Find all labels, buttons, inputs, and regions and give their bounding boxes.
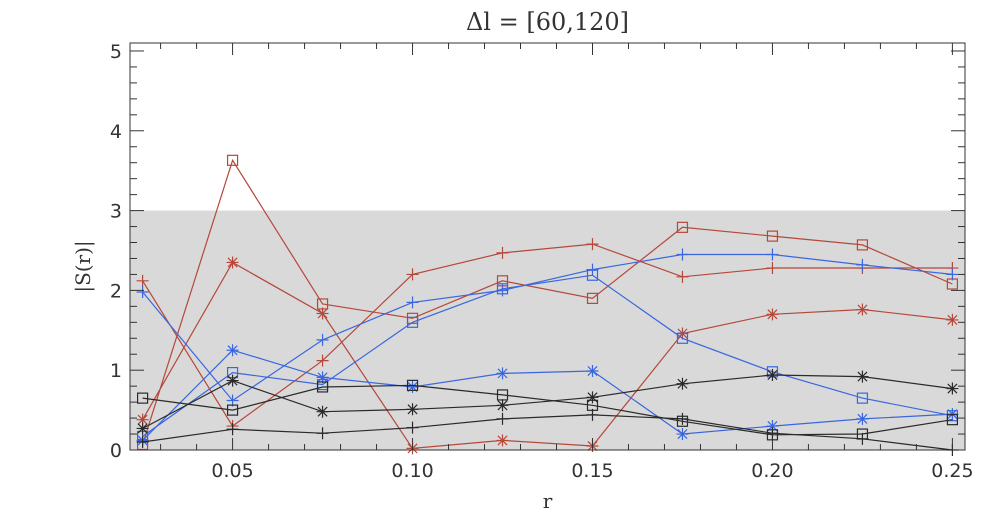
data-point-asterisk: [316, 307, 329, 320]
data-point-square: [946, 414, 959, 426]
data-point-plus: [856, 258, 869, 271]
data-point-square: [316, 381, 329, 393]
data-point-plus: [946, 268, 959, 281]
data-point-plus: [406, 421, 419, 434]
x-tick-label: 0.05: [211, 460, 253, 482]
data-point-asterisk: [406, 380, 419, 393]
data-point-plus: [316, 354, 329, 367]
data-point-square: [226, 154, 239, 166]
data-point-asterisk: [226, 256, 239, 269]
y-tick-label: 1: [110, 360, 122, 382]
series-line: [142, 158, 953, 445]
data-point-asterisk: [316, 371, 329, 384]
data-point-asterisk: [226, 344, 239, 357]
data-point-plus: [136, 274, 149, 287]
data-point-square: [676, 221, 689, 233]
data-point-plus: [316, 333, 329, 346]
data-point-square: [406, 379, 419, 391]
y-tick-label: 4: [110, 121, 122, 143]
data-point-asterisk: [946, 382, 959, 395]
data-point-square: [856, 392, 869, 404]
shaded-band: [130, 210, 965, 450]
plot-frame: [129, 42, 966, 451]
data-point-plus: [766, 248, 779, 261]
y-tick-label: 5: [110, 41, 122, 63]
data-point-asterisk: [496, 367, 509, 380]
x-axis-title: r: [543, 489, 553, 513]
x-tick-label: 0.15: [571, 460, 613, 482]
x-tick-label: 0.25: [931, 460, 973, 482]
data-point-asterisk: [586, 364, 599, 377]
data-point-square: [226, 404, 239, 416]
data-point-asterisk: [946, 313, 959, 326]
series-line: [142, 374, 953, 430]
series-line: [142, 243, 953, 427]
data-point-asterisk: [856, 412, 869, 425]
data-point-plus: [676, 412, 689, 425]
data-point-plus: [136, 436, 149, 449]
x-tick-label: 0.20: [751, 460, 793, 482]
data-point-asterisk: [766, 368, 779, 381]
data-point-asterisk: [226, 374, 239, 387]
series-8: [136, 379, 959, 441]
data-point-plus: [496, 246, 509, 259]
data-point-plus: [676, 270, 689, 283]
data-point-plus: [676, 248, 689, 261]
series-9: [136, 368, 959, 435]
data-point-asterisk: [496, 399, 509, 412]
data-point-square: [586, 269, 599, 281]
y-tick-label: 2: [110, 280, 122, 302]
data-point-asterisk: [856, 303, 869, 316]
data-point-square: [676, 332, 689, 344]
data-point-plus: [766, 262, 779, 275]
data-point-asterisk: [136, 422, 149, 435]
data-point-plus: [226, 423, 239, 436]
ticks-layer: 0.05 0.10 0.15 0.20 0.25 0 1 2 3 4 5: [110, 41, 974, 482]
shaded-band-layer: [130, 210, 965, 450]
data-point-plus: [136, 285, 149, 298]
data-point-asterisk: [496, 434, 509, 447]
data-point-asterisk: [766, 308, 779, 321]
data-point-square: [496, 283, 509, 295]
chart-title: Δl = [60,120]: [466, 8, 629, 36]
series-line: [142, 414, 953, 451]
series-line: [142, 349, 953, 441]
data-point-asterisk: [136, 413, 149, 426]
data-point-square: [406, 316, 419, 328]
data-point-plus: [586, 238, 599, 251]
data-point-asterisk: [586, 391, 599, 404]
data-point-asterisk: [406, 403, 419, 416]
data-point-asterisk: [676, 377, 689, 390]
data-point-asterisk: [766, 420, 779, 433]
data-point-asterisk: [316, 405, 329, 418]
data-point-plus: [496, 412, 509, 425]
data-point-square: [856, 239, 869, 251]
series-line: [142, 253, 953, 402]
data-point-asterisk: [676, 428, 689, 441]
data-point-square: [766, 230, 779, 242]
data-point-square: [676, 415, 689, 427]
data-point-plus: [406, 268, 419, 281]
y-axis-title: |S(r)|: [71, 240, 96, 292]
axes-layer: [129, 42, 966, 451]
data-point-plus: [316, 427, 329, 440]
data-point-square: [586, 292, 599, 304]
data-point-plus: [406, 296, 419, 309]
data-point-square: [856, 428, 869, 440]
x-tick-label: 0.10: [391, 460, 433, 482]
series-line: [142, 384, 953, 436]
y-tick-label: 3: [110, 201, 122, 223]
data-point-asterisk: [856, 370, 869, 383]
y-tick-label: 0: [110, 440, 122, 462]
series-line: [142, 261, 953, 450]
data-point-square: [136, 392, 149, 404]
series-line: [142, 274, 953, 437]
